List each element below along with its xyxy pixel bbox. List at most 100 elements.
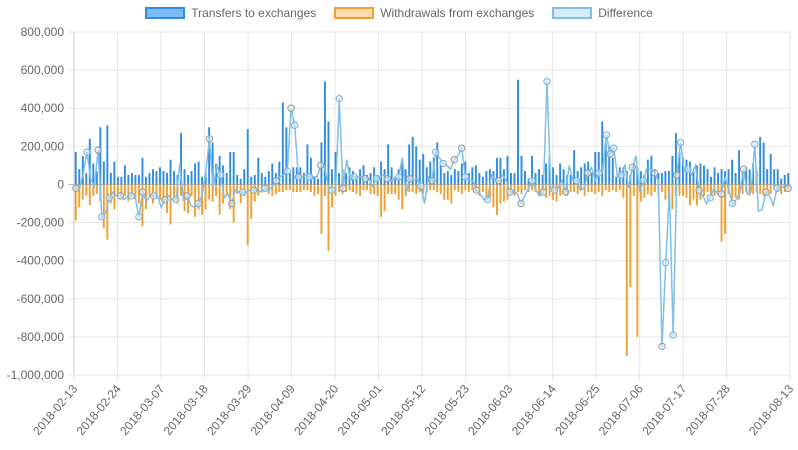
transfer-bar: [667, 171, 670, 185]
difference-point: [150, 192, 158, 200]
transfer-bar: [401, 163, 404, 185]
transfer-bar: [590, 173, 593, 185]
y-tick-label: 0: [57, 177, 64, 191]
withdrawal-bar: [271, 184, 274, 196]
transfer-bar: [313, 176, 316, 185]
transfer-bar: [264, 176, 267, 185]
transfer-bar: [678, 152, 681, 185]
transfer-bar: [130, 173, 133, 185]
transfer-bar: [524, 171, 526, 185]
transfer-bar: [636, 167, 639, 185]
bar-series: [74, 79, 790, 356]
x-tick-label: 2018-07-28: [683, 382, 733, 438]
withdrawal-bar: [696, 184, 698, 206]
withdrawal-bar: [594, 184, 597, 194]
difference-point: [432, 148, 440, 156]
withdrawal-bar: [194, 184, 197, 217]
withdrawal-bar: [422, 184, 425, 194]
difference-point: [472, 186, 481, 194]
transfer-bar: [506, 155, 509, 185]
legend-item-transfers[interactable]: Transfers to exchanges: [145, 6, 316, 20]
difference-point: [606, 150, 614, 158]
transfer-bar: [734, 173, 737, 185]
transfer-bar: [331, 169, 333, 185]
transfer-bar: [646, 159, 649, 185]
withdrawal-bar: [432, 184, 435, 191]
transfer-bar: [436, 142, 439, 185]
difference-point: [372, 175, 381, 183]
transfer-bar: [92, 163, 95, 185]
difference-point: [439, 159, 447, 168]
withdrawal-bar: [531, 184, 533, 191]
withdrawal-bar: [127, 184, 130, 202]
withdrawal-bar: [464, 184, 467, 191]
transfer-bar: [362, 165, 365, 185]
transfer-bar: [260, 173, 263, 185]
difference-point: [328, 186, 336, 194]
withdrawal-bar: [653, 184, 656, 193]
transfer-bar: [559, 163, 562, 185]
transfer-bar: [569, 174, 572, 185]
withdrawal-bar: [306, 184, 309, 191]
withdrawal-bar: [331, 184, 333, 208]
transfer-bar: [499, 157, 502, 185]
difference-point: [684, 165, 692, 173]
transfer-bar: [408, 144, 411, 185]
transfer-bar: [271, 163, 274, 185]
transfer-bar: [443, 173, 446, 185]
difference-point: [305, 173, 314, 181]
withdrawal-bar: [323, 184, 326, 196]
y-tick-label: 400,000: [21, 101, 65, 115]
transfer-bar: [380, 161, 383, 185]
withdrawal-bar: [611, 184, 614, 191]
transfer-bar: [671, 155, 674, 185]
difference-point: [361, 175, 369, 183]
withdrawal-bar: [394, 184, 397, 194]
transfer-bar: [422, 153, 425, 185]
withdrawal-bar: [373, 184, 376, 194]
legend-item-difference[interactable]: Difference: [552, 6, 653, 20]
withdrawal-bar: [453, 184, 456, 191]
transfer-bar: [404, 169, 407, 185]
difference-point: [406, 175, 414, 183]
withdrawal-bar: [517, 184, 519, 193]
transfer-bar: [134, 174, 137, 185]
y-axis: 800,000 600,000 400,000 200,000 0 -200,000 -40…: [7, 25, 65, 382]
legend-item-withdrawals[interactable]: Withdrawals from exchanges: [334, 6, 534, 20]
transfer-bar: [727, 169, 730, 185]
withdrawal-bar: [703, 184, 705, 196]
transfer-bar: [281, 102, 284, 185]
transfer-bar: [166, 173, 168, 185]
withdrawal-bar: [352, 184, 354, 193]
y-tick-label: -400,000: [17, 254, 65, 268]
y-tick-label: -600,000: [17, 292, 65, 306]
transfer-bar: [776, 169, 779, 185]
withdrawal-bar: [604, 184, 607, 191]
transfer-bar: [531, 155, 533, 185]
transfer-bar: [102, 161, 105, 185]
transfer-bar: [471, 167, 474, 185]
withdrawal-bar: [309, 184, 312, 193]
withdrawal-bar: [411, 184, 414, 193]
transfer-bar: [534, 173, 537, 185]
transfer-bar: [211, 142, 214, 185]
withdrawal-bar: [120, 184, 123, 198]
transfer-bar: [253, 174, 256, 185]
withdrawal-bar: [639, 184, 642, 202]
withdrawal-bar: [88, 184, 91, 206]
difference-point: [216, 171, 225, 179]
transfer-bar: [323, 81, 326, 185]
transfer-bar: [120, 176, 123, 185]
transfer-bar: [604, 142, 607, 185]
withdrawal-bar: [169, 184, 172, 225]
difference-point: [294, 173, 303, 181]
y-tick-label: 800,000: [21, 25, 65, 39]
withdrawal-bar: [113, 184, 116, 210]
difference-point: [227, 199, 236, 208]
transfer-bar: [218, 155, 221, 185]
transfer-bar: [706, 169, 709, 185]
withdrawal-bar: [362, 184, 365, 191]
difference-point: [572, 176, 581, 185]
transfer-bar: [113, 161, 116, 185]
